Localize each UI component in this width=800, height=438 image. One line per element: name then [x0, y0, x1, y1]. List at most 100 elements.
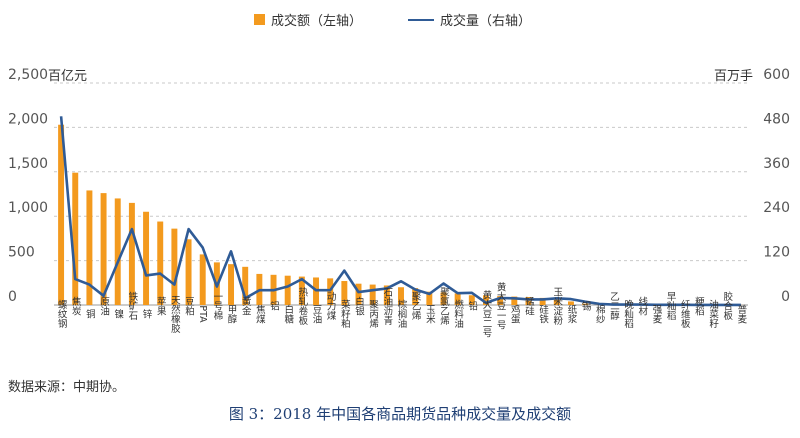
bar	[454, 293, 461, 305]
bar	[171, 228, 178, 305]
bar	[228, 264, 235, 305]
left-axis-unit: 百亿元	[48, 69, 88, 84]
category-label: 甲醇	[226, 305, 238, 325]
category-label: 白糖	[282, 304, 294, 325]
category-label: 一号棉	[211, 292, 223, 321]
bar	[298, 276, 305, 305]
category-label: 纤维板	[679, 299, 691, 329]
category-label: 镍	[112, 309, 124, 320]
data-source-note: 数据来源：中期协。	[8, 380, 126, 395]
bar	[128, 202, 135, 305]
chart-canvas: 0 500 1,000 1,500 2,000 2,500 0 120 240 360 480 600…	[8, 67, 790, 339]
volume-line	[59, 116, 741, 307]
bar	[539, 297, 546, 305]
category-label: 黄大豆一号	[495, 282, 507, 331]
category-label: 普麦	[735, 304, 747, 325]
bar	[426, 291, 433, 305]
right-tick-label: 0	[781, 289, 790, 305]
category-label: 鸡蛋	[509, 304, 521, 325]
category-label: 黄大豆二号	[480, 290, 492, 339]
category-label: 晚籼稻	[622, 300, 634, 329]
left-tick-label: 1,000	[8, 200, 48, 216]
category-label: 锌	[141, 309, 153, 320]
category-label: 豆油	[311, 305, 323, 325]
bar	[567, 301, 574, 305]
bar	[327, 278, 334, 305]
bar	[582, 303, 589, 305]
category-label: 菜籽粕	[339, 299, 351, 329]
category-label: PTA	[197, 305, 208, 323]
category-label: 聚乙烯	[410, 292, 422, 321]
left-tick-label: 0	[8, 289, 17, 305]
right-tick-label: 600	[763, 67, 790, 83]
bar	[383, 285, 390, 305]
category-label: 硅铁	[537, 304, 549, 325]
bar	[100, 193, 107, 305]
bar	[412, 288, 419, 305]
bar	[199, 254, 206, 305]
category-label: 乙二醇	[608, 292, 620, 321]
right-tick-label: 480	[763, 111, 790, 127]
category-label: 热轧卷板	[296, 286, 308, 326]
category-label: 天然橡胶	[169, 295, 181, 334]
category-label: 棕榈油	[396, 299, 408, 329]
category-label: 螺纹钢	[56, 300, 68, 329]
bar	[72, 172, 79, 305]
category-label: 聚氯乙烯	[438, 287, 450, 326]
category-label: 棉纱	[594, 304, 606, 324]
legend-item-turnover: 成交额（左轴）	[254, 10, 362, 29]
right-tick-label: 120	[763, 245, 790, 261]
bar	[398, 287, 404, 305]
category-label: 焦煤	[254, 304, 266, 325]
legend-bar-swatch	[254, 14, 265, 25]
bar	[483, 295, 489, 305]
bar	[86, 190, 93, 305]
right-tick-label: 360	[763, 156, 790, 172]
bar	[242, 266, 249, 305]
category-label: 豆粕	[183, 297, 195, 317]
bar	[58, 124, 65, 306]
legend: 成交额（左轴） 成交量（右轴）	[0, 10, 800, 32]
figure-caption: 图 3：2018 年中国各商品期货品种成交量及成交额	[228, 405, 572, 423]
category-label: 锡	[580, 301, 592, 312]
category-label: 油菜籽	[707, 299, 719, 329]
category-label: 胶合板	[721, 291, 733, 321]
category-label: 石油沥青	[381, 287, 393, 326]
category-label: 铜	[84, 309, 96, 320]
category-label: 白银	[353, 296, 365, 317]
category-label: 焦炭	[70, 296, 82, 317]
left-tick-label: 2,500	[8, 67, 48, 83]
left-tick-label: 2,000	[8, 111, 48, 127]
bar	[440, 292, 447, 305]
right-axis-unit: 百万手	[714, 69, 754, 84]
category-label: 纸浆	[565, 304, 577, 324]
left-tick-label: 500	[8, 245, 35, 261]
bar	[369, 284, 376, 305]
bar	[185, 239, 192, 305]
bar	[511, 296, 518, 305]
bar	[341, 281, 348, 305]
category-label: 燃料油	[452, 299, 464, 329]
category-label: 聚丙烯	[367, 300, 379, 329]
category-label: 动力煤	[325, 292, 337, 321]
category-label: 粳稻	[693, 296, 705, 317]
bar	[355, 283, 362, 305]
bar	[553, 299, 560, 305]
legend-item-volume: 成交量（右轴）	[408, 10, 531, 29]
bar	[114, 198, 121, 305]
category-label: 玉米淀粉	[551, 287, 563, 326]
bar	[497, 296, 504, 305]
legend-line-swatch	[408, 18, 434, 21]
category-label: 苹果	[155, 296, 167, 317]
bar	[143, 211, 150, 305]
category-label: 原油	[98, 297, 110, 317]
category-label: 黄金	[240, 296, 252, 316]
bar	[468, 295, 475, 305]
category-label: 锰硅	[523, 296, 535, 316]
category-label: 线材	[636, 296, 648, 316]
bar	[525, 297, 532, 305]
category-label: 早籼稻	[665, 292, 677, 321]
legend-label-turnover: 成交额（左轴）	[271, 14, 363, 29]
category-label: 铝	[268, 301, 280, 312]
category-label: 铁矿石	[126, 291, 138, 321]
